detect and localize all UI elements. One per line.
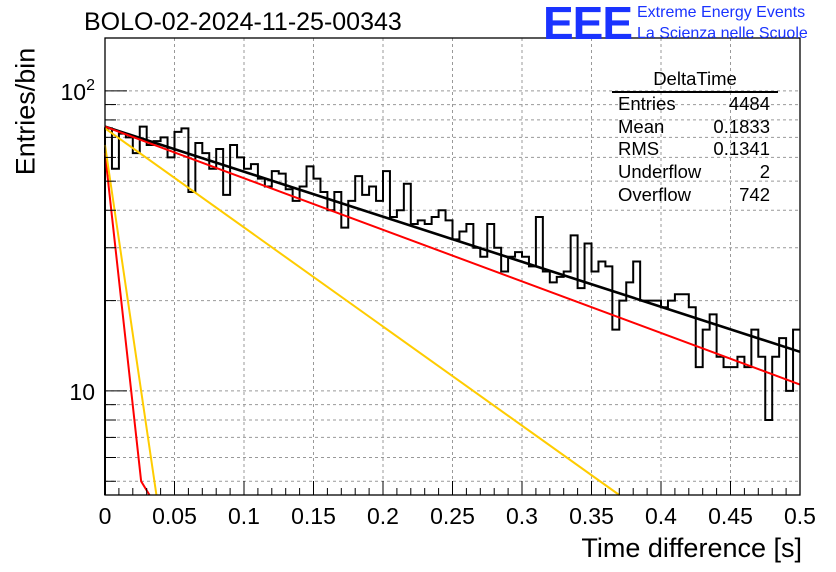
y-tick-label: 102 <box>61 77 96 105</box>
x-tick-label: 0 <box>99 503 112 529</box>
x-tick-label: 0.4 <box>645 503 677 529</box>
logo-line-2: La Scienza nelle Scuole <box>637 25 808 42</box>
fit-curve <box>104 125 801 386</box>
stats-label: RMS <box>618 138 660 160</box>
x-tick-label: 0.35 <box>569 503 614 529</box>
stats-label: Entries <box>618 92 676 114</box>
stats-value: 4484 <box>728 92 770 114</box>
fit-curve <box>104 127 620 496</box>
stats-value: 0.1341 <box>713 138 770 160</box>
fit-curve <box>104 153 151 496</box>
eee-logo: EEE <box>543 0 633 49</box>
histogram-steps <box>104 125 800 495</box>
x-tick-label: 0.25 <box>430 503 475 529</box>
x-tick-label: 0.3 <box>506 503 538 529</box>
histogram <box>104 125 800 495</box>
stats-label: Overflow <box>618 183 691 205</box>
x-tick-label: 0.5 <box>784 503 816 529</box>
stats-label: Underflow <box>618 161 702 183</box>
y-tick-label: 10 <box>69 379 95 405</box>
stats-label: Mean <box>618 115 665 137</box>
x-tick-label: 0.05 <box>152 503 197 529</box>
stats-value: 742 <box>739 183 770 205</box>
fit-curves <box>104 125 801 496</box>
tick-labels: 0 0.05 0.1 0.15 0.2 0.25 0.3 0.35 0.4 0.45 0.5 10 10… <box>61 77 816 529</box>
x-tick-label: 0.2 <box>367 503 399 529</box>
fit-curve <box>104 125 801 354</box>
stats-row-mean: Mean 0.1833 <box>612 116 778 139</box>
stats-value: 2 <box>759 161 770 183</box>
stats-row-entries: Entries 4484 <box>612 93 778 116</box>
y-axis-label: Entries/bin <box>10 47 41 176</box>
stats-row-overflow: Overflow 742 <box>612 184 778 207</box>
stats-box: DeltaTime Entries 4484 Mean 0.1833 RMS 0.13… <box>612 68 778 207</box>
stats-value: 0.1833 <box>713 115 770 137</box>
x-tick-label: 0.45 <box>708 503 753 529</box>
stats-row-rms: RMS 0.1341 <box>612 138 778 161</box>
fit-curve <box>104 144 158 496</box>
logo-line-1: Extreme Energy Events <box>637 4 806 21</box>
stats-box-name: DeltaTime <box>612 68 778 93</box>
axis-ticks <box>104 90 801 495</box>
x-axis-label: Time difference [s] <box>581 533 802 563</box>
stats-row-underflow: Underflow 2 <box>612 161 778 184</box>
x-tick-label: 0.15 <box>291 503 336 529</box>
logo-caption: Extreme Energy Events La Scienza nelle S… <box>637 2 808 44</box>
chart-title: BOLO-02-2024-11-25-00343 <box>84 8 402 36</box>
x-tick-label: 0.1 <box>228 503 260 529</box>
